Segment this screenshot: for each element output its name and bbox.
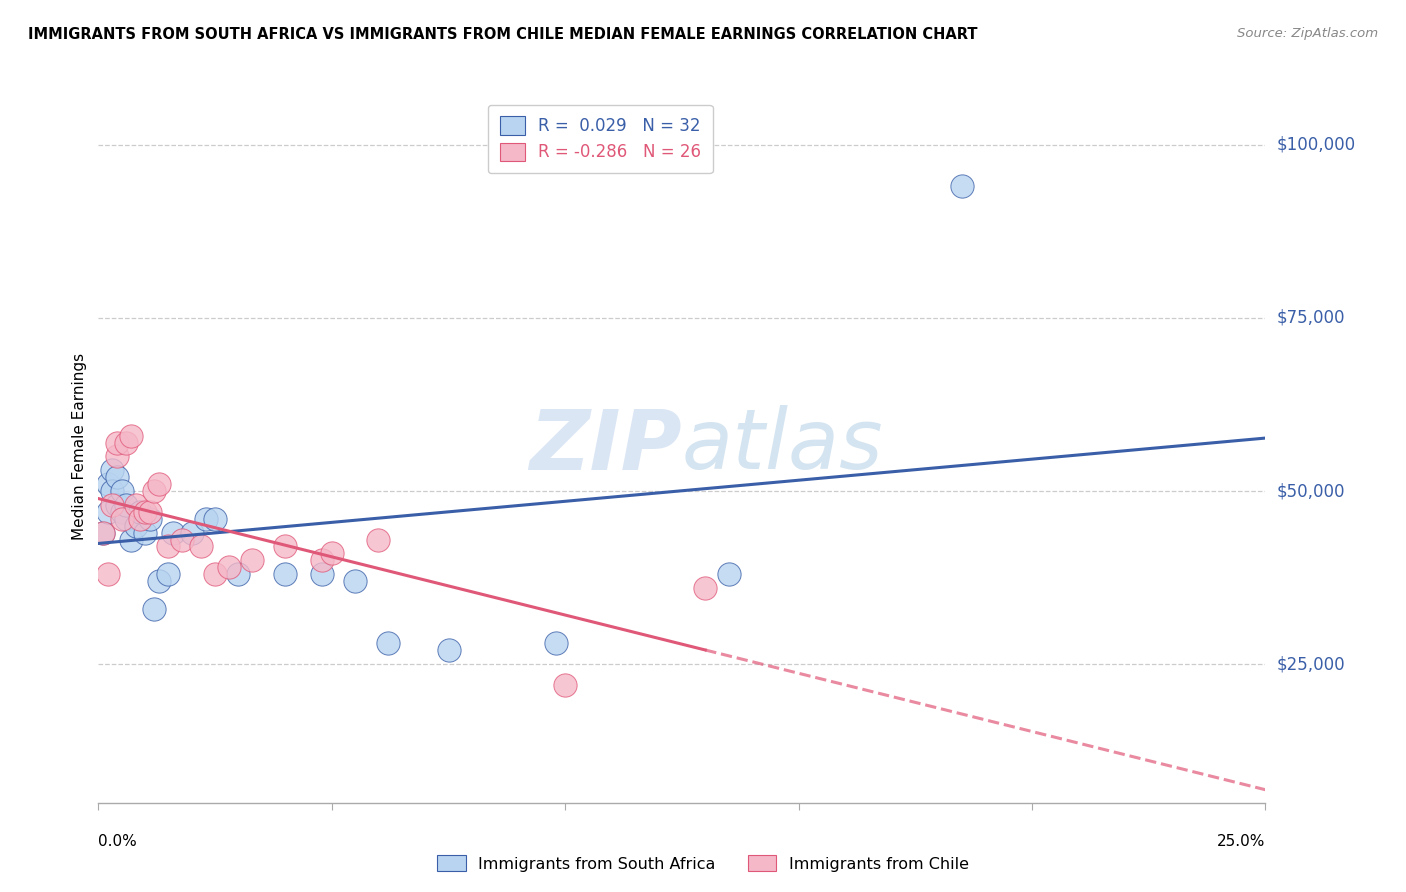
Point [139, 505, 162, 519]
Point [437, 643, 460, 657]
Point [554, 678, 576, 692]
Text: atlas: atlas [682, 406, 883, 486]
Point [157, 540, 180, 554]
Point [344, 574, 367, 588]
Text: $25,000: $25,000 [1277, 656, 1346, 673]
Legend: Immigrants from South Africa, Immigrants from Chile: Immigrants from South Africa, Immigrants… [429, 847, 977, 880]
Text: Source: ZipAtlas.com: Source: ZipAtlas.com [1237, 27, 1378, 40]
Point [120, 533, 142, 547]
Text: ZIP: ZIP [529, 406, 682, 486]
Point [228, 567, 250, 582]
Point [143, 483, 166, 498]
Point [717, 567, 740, 582]
Point [111, 512, 134, 526]
Point [91, 525, 114, 540]
Point [101, 483, 124, 498]
Point [129, 505, 152, 519]
Y-axis label: Median Female Earnings: Median Female Earnings [72, 352, 87, 540]
Point [321, 546, 343, 560]
Point [242, 553, 264, 567]
Point [172, 533, 194, 547]
Point [218, 560, 240, 574]
Text: $100,000: $100,000 [1277, 136, 1355, 153]
Point [111, 505, 134, 519]
Text: IMMIGRANTS FROM SOUTH AFRICA VS IMMIGRANTS FROM CHILE MEDIAN FEMALE EARNINGS COR: IMMIGRANTS FROM SOUTH AFRICA VS IMMIGRAN… [28, 27, 977, 42]
Point [97, 567, 120, 582]
Point [204, 567, 226, 582]
Point [204, 512, 226, 526]
Point [950, 179, 973, 194]
Text: 0.0%: 0.0% [98, 834, 138, 849]
Point [134, 525, 156, 540]
Point [311, 567, 333, 582]
Point [134, 505, 156, 519]
Point [115, 512, 138, 526]
Point [377, 636, 399, 650]
Point [311, 553, 333, 567]
Legend: R =  0.029   N = 32, R = -0.286   N = 26: R = 0.029 N = 32, R = -0.286 N = 26 [488, 104, 713, 173]
Point [105, 450, 128, 464]
Point [194, 512, 217, 526]
Point [139, 512, 162, 526]
Text: $75,000: $75,000 [1277, 309, 1346, 326]
Point [274, 567, 297, 582]
Point [143, 602, 166, 616]
Point [101, 498, 124, 512]
Point [105, 498, 128, 512]
Point [105, 435, 128, 450]
Point [97, 477, 120, 491]
Point [148, 477, 170, 491]
Point [97, 505, 120, 519]
Point [162, 525, 184, 540]
Point [115, 435, 138, 450]
Point [111, 483, 134, 498]
Point [695, 581, 717, 595]
Point [157, 567, 180, 582]
Point [274, 540, 297, 554]
Point [115, 498, 138, 512]
Text: $50,000: $50,000 [1277, 482, 1346, 500]
Point [129, 512, 152, 526]
Point [367, 533, 389, 547]
Point [105, 470, 128, 484]
Text: 25.0%: 25.0% [1218, 834, 1265, 849]
Point [120, 428, 142, 442]
Point [125, 518, 148, 533]
Point [148, 574, 170, 588]
Point [544, 636, 567, 650]
Point [101, 463, 124, 477]
Point [190, 540, 212, 554]
Point [91, 525, 114, 540]
Point [125, 498, 148, 512]
Point [180, 525, 202, 540]
